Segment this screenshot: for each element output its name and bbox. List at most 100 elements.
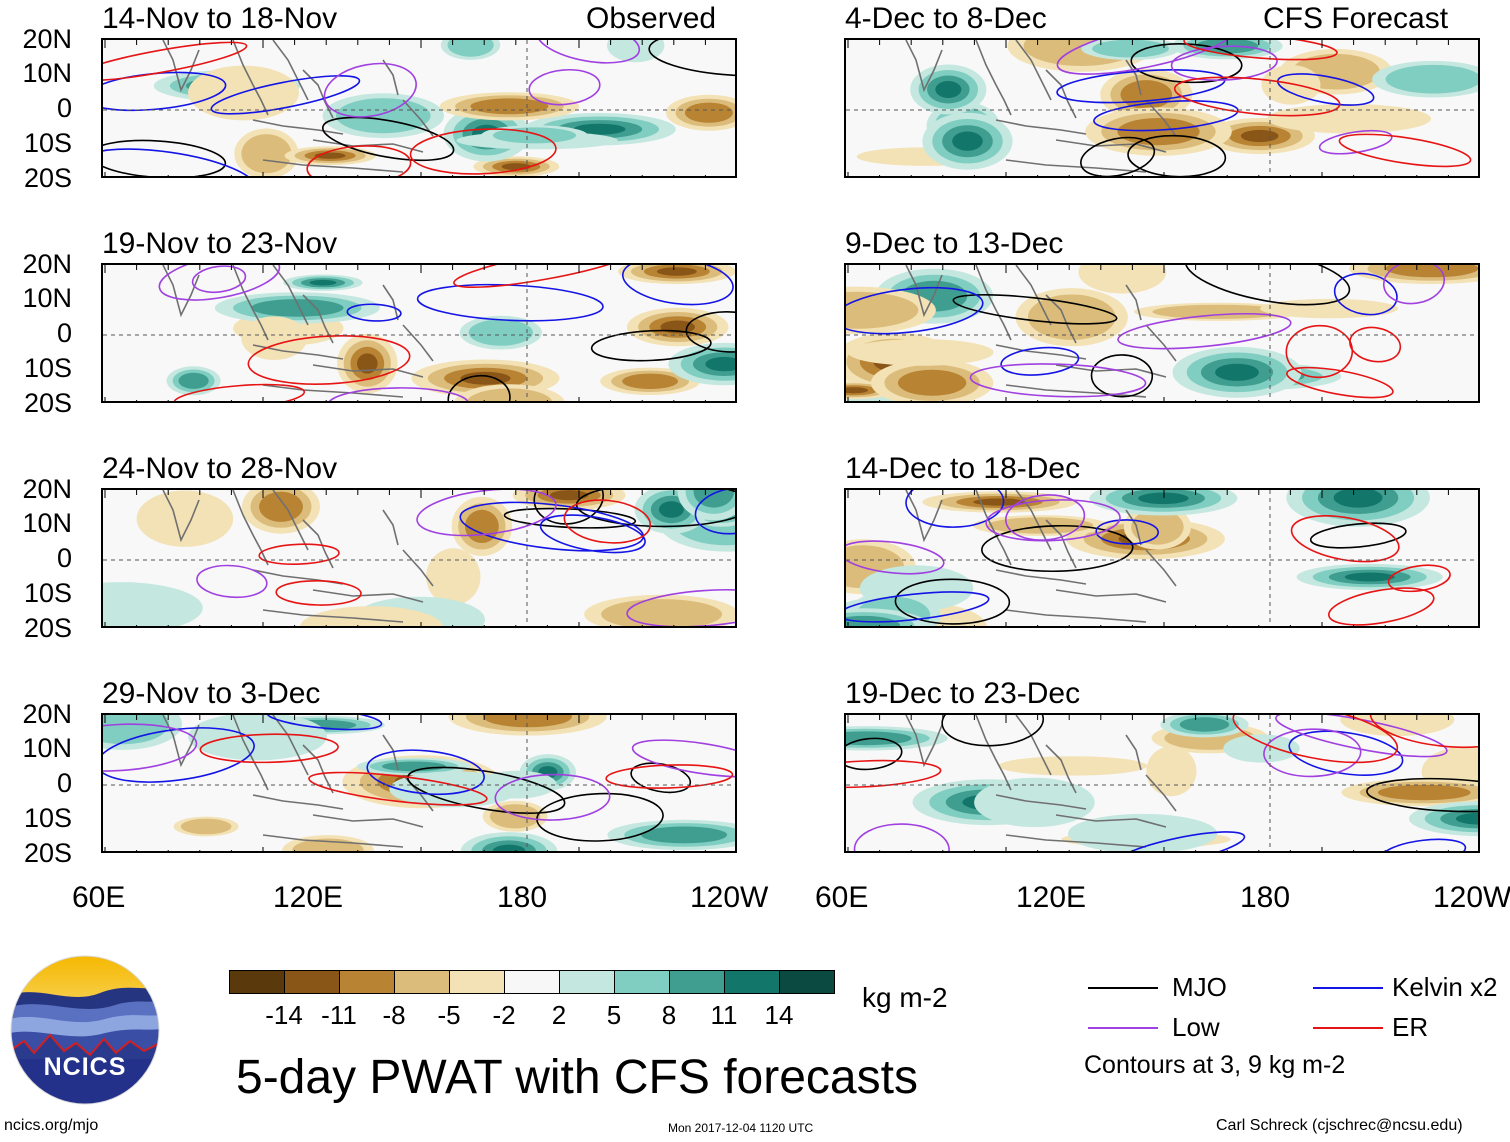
coastline: [1145, 324, 1177, 362]
map-panel-left-2: [101, 263, 737, 403]
coastline: [975, 715, 1012, 791]
lon-label-right: 120E: [1016, 881, 1087, 914]
dry-anomaly: [241, 316, 308, 360]
map-field: [103, 715, 735, 851]
footer-author: Carl Schreck (cjschrec@ncsu.edu): [1216, 1117, 1463, 1134]
dry-anomaly: [292, 838, 364, 851]
dry-anomaly: [897, 369, 967, 396]
lat-label: 20N: [22, 24, 72, 54]
lat-label: 20S: [23, 613, 72, 643]
dry-anomaly: [998, 756, 1148, 776]
panel-title-right-3: 14-Dec to 18-Dec: [845, 452, 1081, 485]
mjo-contour: [447, 374, 511, 401]
colorbar-swatch: [559, 970, 615, 994]
wet-anomaly: [1385, 64, 1478, 94]
coastline: [382, 284, 399, 321]
wet-anomaly: [1455, 812, 1478, 825]
er-contour: [1286, 366, 1394, 399]
wet-anomaly: [693, 490, 735, 508]
coastline: [1005, 609, 1147, 623]
colorbar-tick-label: -14: [265, 1000, 303, 1030]
kelvin-contour: [366, 749, 485, 796]
mjo-contour: [321, 116, 455, 162]
wet-anomaly: [251, 299, 344, 317]
lon-label-right: 120W: [1433, 883, 1510, 913]
low-legend-label: Low: [1172, 1012, 1220, 1042]
map-field: [103, 490, 735, 626]
er-contour: [563, 499, 652, 544]
kelvin-contour: [103, 148, 257, 176]
kelvin-contour: [694, 490, 735, 535]
coastline: [232, 40, 269, 116]
er-contour: [409, 128, 557, 175]
lat-label: 10N: [22, 283, 72, 313]
mjo-contour: [590, 329, 712, 362]
kelvin-contour: [621, 265, 734, 306]
forecast-label: CFS Forecast: [1263, 2, 1449, 35]
kelvin-contour: [1095, 519, 1159, 545]
coastline: [995, 569, 1087, 585]
dry-anomaly: [549, 490, 589, 501]
er-contour: [846, 759, 942, 789]
er-contour: [247, 335, 411, 385]
colorbar-swatch: [229, 970, 285, 994]
map-field: [846, 265, 1478, 401]
coastline: [1055, 814, 1167, 828]
wet-anomaly: [1344, 572, 1395, 582]
wet-anomaly: [1179, 717, 1230, 732]
coastline: [1045, 69, 1077, 119]
lon-label-left: 60E: [72, 881, 126, 914]
dry-anomaly: [426, 548, 481, 606]
panel-title-left-2: 19-Nov to 23-Nov: [102, 227, 338, 260]
mjo-contour: [1080, 136, 1156, 176]
coastline: [162, 40, 200, 93]
kelvin-contour: [905, 490, 1005, 528]
map-field: [103, 40, 735, 176]
mjo-contour: [952, 294, 1118, 325]
er-contour: [199, 733, 339, 764]
dry-anomaly: [1131, 509, 1184, 545]
panel-title-left-3: 24-Nov to 28-Nov: [102, 452, 338, 485]
wet-anomaly: [103, 582, 203, 626]
lat-label: 20N: [22, 699, 72, 729]
kelvin-contour: [846, 591, 990, 623]
kelvin-legend-label: Kelvin x2: [1392, 972, 1498, 1002]
lat-label: 10S: [23, 578, 72, 608]
panel-title-right-1: 4-Dec to 8-Dec: [845, 2, 1047, 35]
low-contour: [846, 540, 945, 575]
er-legend-label: ER: [1392, 1012, 1429, 1042]
low-contour: [196, 564, 268, 599]
kelvin-contour: [103, 727, 255, 783]
coastline: [1015, 265, 1052, 326]
dry-anomaly: [684, 102, 733, 123]
mjo-legend-label: MJO: [1172, 972, 1227, 1002]
dry-anomaly: [1261, 65, 1321, 105]
wet-anomaly: [607, 40, 665, 63]
coastline: [905, 715, 943, 768]
lat-label: 0: [56, 318, 72, 348]
coastline: [975, 490, 1012, 566]
panel-title-right-2: 9-Dec to 13-Dec: [845, 227, 1064, 260]
dry-anomaly: [1152, 304, 1285, 319]
dry-anomaly: [357, 353, 378, 374]
wet-anomaly: [188, 715, 327, 761]
lon-label-left: 180: [497, 881, 548, 914]
wet-anomaly: [492, 127, 577, 144]
observed-label: Observed: [586, 2, 717, 35]
colorbar-swatch: [449, 970, 505, 994]
lat-label: 10N: [22, 508, 72, 538]
map-panel-left-4: [101, 713, 737, 853]
kelvin-contour: [346, 303, 402, 322]
colorbar-swatch: [724, 970, 780, 994]
dry-anomaly: [846, 387, 869, 394]
coastline: [272, 40, 309, 101]
coastline: [232, 265, 269, 341]
ncics-logo-graphic: [10, 955, 160, 1105]
colorbar-tick-label: -5: [437, 1000, 461, 1030]
coastline: [402, 549, 434, 587]
coastline: [262, 384, 404, 398]
kelvin-legend-line: [1313, 987, 1383, 989]
ncics-logo: NCICS: [10, 955, 160, 1105]
low-legend-line: [1088, 1027, 1158, 1029]
kelvin-contour: [266, 715, 383, 731]
